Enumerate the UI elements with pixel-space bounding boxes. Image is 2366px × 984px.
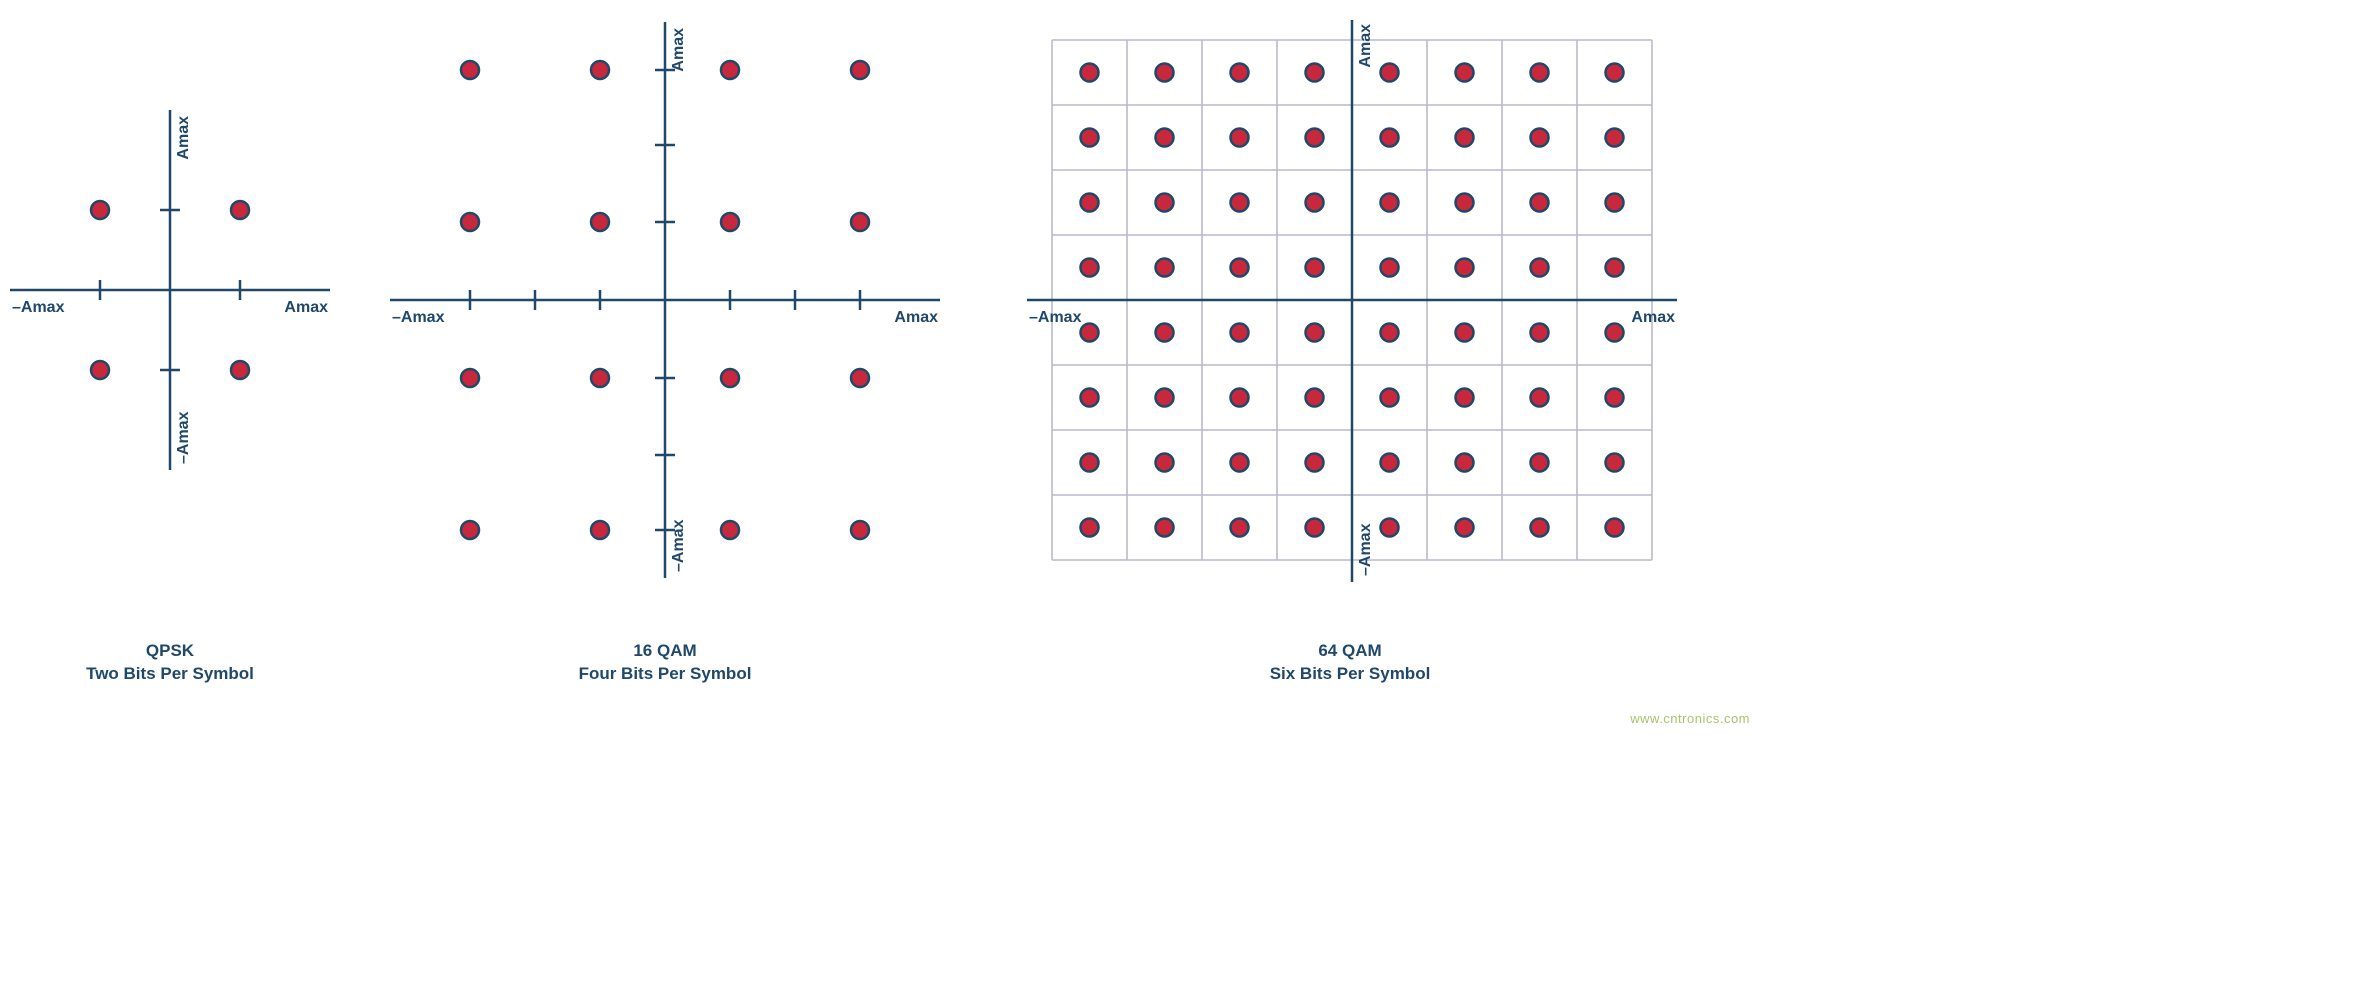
panel-qam64: Amax –Amax –Amax Amax (1005, 20, 1730, 640)
svg-text:Amax: Amax (670, 28, 687, 72)
caption-qam64: 64 QAM Six Bits Per Symbol (1005, 640, 1695, 686)
qpsk-svg: Amax –Amax –Amax Amax (0, 20, 360, 550)
watermark: www.cntronics.com (1630, 711, 1750, 726)
caption-qpsk-line1: QPSK (146, 641, 194, 660)
svg-text:Amax: Amax (894, 309, 938, 326)
svg-text:–Amax: –Amax (1029, 309, 1082, 326)
caption-qpsk-line2: Two Bits Per Symbol (86, 664, 254, 683)
svg-text:–Amax: –Amax (392, 309, 445, 326)
caption-qam16-line2: Four Bits Per Symbol (579, 664, 752, 683)
panel-qam16: Amax –Amax –Amax Amax (370, 20, 960, 640)
svg-text:Amax: Amax (1631, 309, 1675, 326)
svg-text:–Amax: –Amax (1357, 523, 1374, 576)
figure-row: Amax –Amax –Amax Amax QPSK Two Bits Per Sym… (0, 0, 1760, 732)
svg-text:Amax: Amax (284, 299, 328, 316)
qam16-svg: Amax –Amax –Amax Amax (370, 20, 960, 640)
caption-qam16: 16 QAM Four Bits Per Symbol (370, 640, 960, 686)
svg-text:Amax: Amax (175, 116, 192, 160)
panel-qpsk: Amax –Amax –Amax Amax (0, 20, 360, 550)
svg-text:Amax: Amax (1357, 24, 1374, 68)
caption-qam64-line2: Six Bits Per Symbol (1270, 664, 1431, 683)
svg-text:–Amax: –Amax (670, 519, 687, 572)
svg-text:–Amax: –Amax (12, 299, 65, 316)
caption-qam16-line1: 16 QAM (633, 641, 696, 660)
svg-text:–Amax: –Amax (175, 411, 192, 464)
caption-qpsk: QPSK Two Bits Per Symbol (0, 640, 340, 686)
qam64-svg: Amax –Amax –Amax Amax (1005, 20, 1730, 640)
caption-qam64-line1: 64 QAM (1318, 641, 1381, 660)
